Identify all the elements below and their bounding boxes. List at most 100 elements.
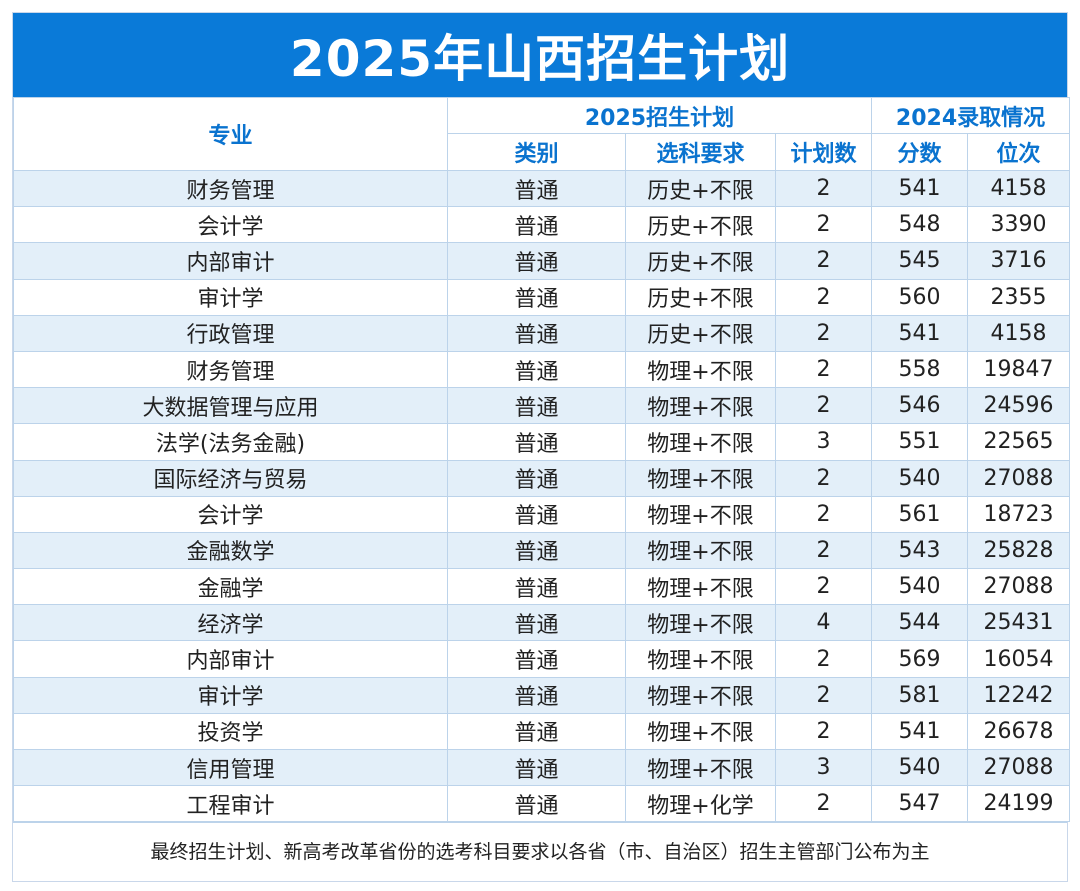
cell-plan-count: 2 <box>775 712 872 751</box>
cell-plan-count: 2 <box>775 640 872 678</box>
cell-score: 560 <box>871 278 968 316</box>
cell-score: 546 <box>871 387 968 425</box>
cell-category: 普通 <box>447 785 626 823</box>
enrollment-table: 专业 2025招生计划 2024录取情况 类别 选科要求 计划数 分数 位次 财… <box>13 97 1071 823</box>
cell-plan-count: 2 <box>775 531 872 570</box>
cell-major: 金融学 <box>13 568 448 606</box>
header-category: 类别 <box>447 133 626 171</box>
page-title: 2025年山西招生计划 <box>13 13 1067 97</box>
cell-category: 普通 <box>447 531 626 570</box>
cell-subject-requirement: 物理+不限 <box>625 459 776 497</box>
cell-category: 普通 <box>447 676 626 714</box>
table-row: 会计学 普通 历史+不限 2 548 3390 <box>13 206 1071 244</box>
cell-subject-requirement: 物理+不限 <box>625 712 776 751</box>
cell-category: 普通 <box>447 604 626 642</box>
cell-major: 内部审计 <box>13 640 448 678</box>
cell-score: 569 <box>871 640 968 678</box>
table-header: 专业 2025招生计划 2024录取情况 类别 选科要求 计划数 分数 位次 <box>13 97 1071 171</box>
cell-plan-count: 3 <box>775 423 872 461</box>
table-row: 内部审计 普通 历史+不限 2 545 3716 <box>13 242 1071 280</box>
cell-subject-requirement: 历史+不限 <box>625 314 776 352</box>
table-row: 审计学 普通 历史+不限 2 560 2355 <box>13 278 1071 316</box>
cell-plan-count: 2 <box>775 676 872 714</box>
cell-rank: 26678 <box>966 712 1071 751</box>
cell-category: 普通 <box>447 423 626 461</box>
cell-score: 543 <box>871 531 968 570</box>
cell-category: 普通 <box>447 495 626 533</box>
cell-score: 551 <box>871 423 968 461</box>
cell-subject-requirement: 物理+不限 <box>625 604 776 642</box>
cell-major: 审计学 <box>13 676 448 714</box>
cell-rank: 25431 <box>966 604 1071 642</box>
cell-rank: 25828 <box>966 531 1071 570</box>
cell-plan-count: 4 <box>775 604 872 642</box>
cell-category: 普通 <box>447 712 626 751</box>
table-row: 会计学 普通 物理+不限 2 561 18723 <box>13 495 1071 533</box>
cell-subject-requirement: 历史+不限 <box>625 206 776 244</box>
cell-category: 普通 <box>447 640 626 678</box>
cell-major: 大数据管理与应用 <box>13 387 448 425</box>
header-plan-group: 2025招生计划 <box>447 97 872 134</box>
cell-category: 普通 <box>447 206 626 244</box>
cell-plan-count: 2 <box>775 785 872 823</box>
footer-note: 最终招生计划、新高考改革省份的选考科目要求以各省（市、自治区）招生主管部门公布为… <box>13 822 1067 877</box>
table-row: 金融数学 普通 物理+不限 2 543 25828 <box>13 531 1071 570</box>
enrollment-plan-document: 2025年山西招生计划 专业 2025招生计划 2024录取情况 类别 选科要求… <box>12 12 1071 882</box>
cell-rank: 18723 <box>966 495 1071 533</box>
cell-category: 普通 <box>447 350 626 389</box>
cell-category: 普通 <box>447 278 626 316</box>
cell-rank: 27088 <box>966 459 1071 497</box>
table-row: 工程审计 普通 物理+化学 2 547 24199 <box>13 785 1071 823</box>
cell-score: 548 <box>871 206 968 244</box>
cell-score: 561 <box>871 495 968 533</box>
cell-major: 国际经济与贸易 <box>13 459 448 497</box>
cell-subject-requirement: 物理+不限 <box>625 640 776 678</box>
cell-plan-count: 2 <box>775 169 872 208</box>
cell-category: 普通 <box>447 314 626 352</box>
cell-subject-requirement: 物理+不限 <box>625 531 776 570</box>
cell-major: 财务管理 <box>13 169 448 208</box>
table-row: 内部审计 普通 物理+不限 2 569 16054 <box>13 640 1071 678</box>
header-major: 专业 <box>13 97 448 171</box>
cell-category: 普通 <box>447 568 626 606</box>
cell-rank: 27088 <box>966 748 1071 787</box>
cell-rank: 22565 <box>966 423 1071 461</box>
cell-category: 普通 <box>447 169 626 208</box>
table-row: 财务管理 普通 历史+不限 2 541 4158 <box>13 169 1071 208</box>
cell-major: 金融数学 <box>13 531 448 570</box>
table-row: 经济学 普通 物理+不限 4 544 25431 <box>13 604 1071 642</box>
cell-plan-count: 2 <box>775 242 872 280</box>
cell-subject-requirement: 历史+不限 <box>625 169 776 208</box>
cell-score: 581 <box>871 676 968 714</box>
cell-plan-count: 2 <box>775 350 872 389</box>
cell-major: 信用管理 <box>13 748 448 787</box>
cell-subject-requirement: 物理+不限 <box>625 568 776 606</box>
cell-major: 审计学 <box>13 278 448 316</box>
table-row: 大数据管理与应用 普通 物理+不限 2 546 24596 <box>13 387 1071 425</box>
cell-subject-requirement: 物理+不限 <box>625 387 776 425</box>
table-row: 法学(法务金融) 普通 物理+不限 3 551 22565 <box>13 423 1071 461</box>
cell-plan-count: 2 <box>775 387 872 425</box>
cell-rank: 4158 <box>966 169 1071 208</box>
cell-category: 普通 <box>447 387 626 425</box>
cell-rank: 24596 <box>966 387 1071 425</box>
cell-rank: 3716 <box>966 242 1071 280</box>
cell-subject-requirement: 物理+不限 <box>625 495 776 533</box>
table-row: 投资学 普通 物理+不限 2 541 26678 <box>13 712 1071 751</box>
cell-subject-requirement: 物理+不限 <box>625 748 776 787</box>
cell-category: 普通 <box>447 748 626 787</box>
cell-rank: 19847 <box>966 350 1071 389</box>
cell-plan-count: 3 <box>775 748 872 787</box>
table-row: 财务管理 普通 物理+不限 2 558 19847 <box>13 350 1071 389</box>
cell-plan-count: 2 <box>775 568 872 606</box>
cell-score: 545 <box>871 242 968 280</box>
cell-subject-requirement: 物理+不限 <box>625 423 776 461</box>
cell-plan-count: 2 <box>775 495 872 533</box>
cell-subject-requirement: 物理+不限 <box>625 676 776 714</box>
cell-rank: 16054 <box>966 640 1071 678</box>
cell-rank: 24199 <box>966 785 1071 823</box>
header-subject-requirement: 选科要求 <box>625 133 776 171</box>
header-plan-count: 计划数 <box>775 133 872 171</box>
cell-rank: 2355 <box>966 278 1071 316</box>
cell-rank: 12242 <box>966 676 1071 714</box>
